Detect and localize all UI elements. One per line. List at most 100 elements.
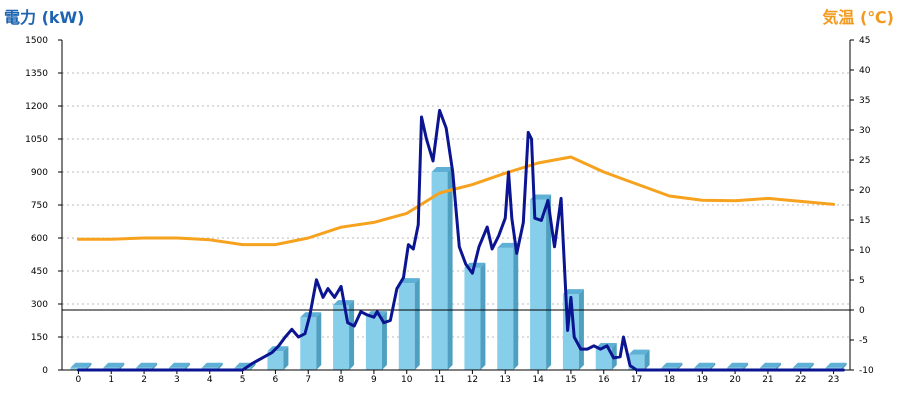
x-tick-label: 12 [467, 375, 478, 385]
x-tick-label: 1 [108, 375, 114, 385]
x-tick-label: 14 [532, 375, 544, 385]
x-tick-label: 9 [371, 375, 377, 385]
power-line [76, 108, 845, 372]
bar-side [184, 362, 190, 370]
bar-side [710, 362, 716, 370]
bar-side [578, 289, 584, 370]
right-tick-label: 25 [859, 156, 870, 166]
right-tick-label: 20 [859, 186, 871, 196]
bar-side [775, 362, 781, 370]
bar-front [398, 283, 415, 370]
right-axis-title: 気温 (℃) [822, 8, 894, 27]
bar-front [267, 351, 284, 370]
x-tick-label: 18 [664, 375, 676, 385]
left-axis-title: 電力 (kW) [4, 8, 85, 27]
right-tick-label: 30 [859, 126, 871, 136]
bar-front [300, 317, 317, 370]
bar-8 [333, 300, 355, 370]
bar-side [316, 312, 322, 370]
bar-front [365, 316, 382, 370]
bar-front [464, 267, 481, 370]
bar-top [136, 362, 158, 368]
left-tick-label: 1200 [25, 102, 48, 112]
bar-11 [431, 167, 453, 370]
tick-label-layer: 01503004506007509001050120013501500-10-5… [25, 36, 874, 385]
bar-side [808, 362, 814, 370]
x-tick-label: 23 [828, 375, 839, 385]
bar-top [70, 362, 92, 368]
bar-top [168, 362, 190, 368]
x-tick-label: 22 [795, 375, 806, 385]
bar-side [381, 311, 387, 370]
bar-side [217, 362, 223, 370]
left-tick-label: 1350 [25, 69, 48, 79]
x-tick-label: 17 [631, 375, 642, 385]
x-tick-label: 4 [207, 375, 213, 385]
x-tick-label: 7 [305, 375, 311, 385]
right-tick-label: -5 [859, 336, 868, 346]
bar-16 [595, 343, 617, 370]
right-tick-label: 35 [859, 96, 870, 106]
bar-side [119, 362, 125, 370]
right-tick-label: 0 [859, 306, 865, 316]
bar-top [694, 362, 716, 368]
x-tick-label: 13 [500, 375, 511, 385]
bar-side [283, 346, 289, 370]
bar-top [497, 242, 519, 248]
right-tick-label: 5 [859, 276, 865, 286]
line-layer [76, 108, 845, 372]
bar-front [431, 172, 448, 370]
left-tick-label: 1500 [25, 36, 48, 46]
bar-14 [530, 194, 552, 370]
x-tick-label: 8 [338, 375, 344, 385]
right-tick-label: -10 [859, 366, 874, 376]
left-tick-label: 750 [31, 201, 48, 211]
bar-top [661, 362, 683, 368]
x-tick-label: 10 [401, 375, 413, 385]
bar-top [628, 349, 650, 355]
bar-7 [300, 312, 322, 370]
left-tick-label: 0 [42, 366, 48, 376]
left-tick-label: 450 [31, 267, 48, 277]
bar-12 [464, 262, 486, 370]
x-tick-label: 0 [76, 375, 82, 385]
x-tick-label: 5 [240, 375, 246, 385]
left-tick-label: 300 [31, 300, 48, 310]
x-tick-label: 3 [174, 375, 180, 385]
left-tick-label: 1050 [25, 135, 48, 145]
bar-6 [267, 346, 289, 370]
temperature-line [76, 155, 836, 247]
bar-top [562, 289, 584, 295]
bar-10 [398, 278, 420, 370]
bar-side [743, 362, 749, 370]
bar-top [727, 362, 749, 368]
bar-side [513, 242, 519, 370]
x-tick-label: 11 [434, 375, 445, 385]
bar-side [86, 362, 92, 370]
bar-front [595, 348, 612, 370]
bar-front [333, 305, 350, 370]
bar-9 [365, 311, 387, 370]
x-tick-label: 20 [729, 375, 741, 385]
bar-top [431, 167, 453, 172]
bar-top [103, 362, 125, 368]
bar-side [447, 167, 453, 370]
bar-side [349, 300, 355, 370]
bar-top [759, 362, 781, 368]
x-tick-label: 19 [697, 375, 709, 385]
bar-top [825, 362, 847, 368]
bar-side [546, 194, 552, 370]
bar-front [497, 247, 514, 370]
bar-side [644, 349, 650, 370]
right-tick-label: 45 [859, 36, 870, 46]
right-tick-label: 15 [859, 216, 870, 226]
left-tick-label: 900 [31, 168, 48, 178]
right-tick-label: 10 [859, 246, 871, 256]
bar-top [792, 362, 814, 368]
x-tick-label: 16 [598, 375, 610, 385]
x-tick-label: 21 [762, 375, 773, 385]
x-tick-label: 15 [565, 375, 576, 385]
right-tick-label: 40 [859, 66, 871, 76]
left-tick-label: 150 [31, 333, 48, 343]
